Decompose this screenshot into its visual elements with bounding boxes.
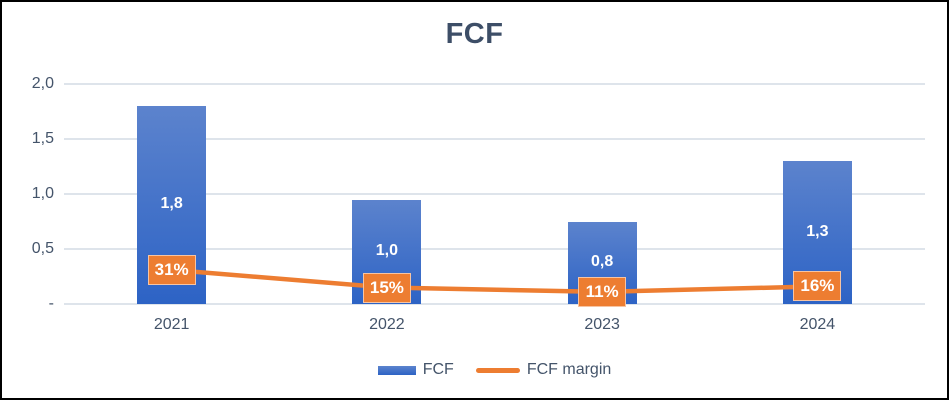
- fcf-bar-swatch-icon: [377, 365, 416, 375]
- fcf-margin-line-swatch-icon: [475, 367, 520, 373]
- legend-label: FCF: [422, 361, 454, 378]
- legend: FCF FCF margin: [64, 359, 925, 381]
- chart-title: FCF: [445, 18, 504, 50]
- legend-label: FCF margin: [526, 361, 612, 378]
- fcf-margin-polyline: [169, 267, 820, 295]
- legend-item-fcf: FCF: [377, 361, 454, 379]
- legend-item-fcf-margin: FCF margin: [475, 361, 612, 379]
